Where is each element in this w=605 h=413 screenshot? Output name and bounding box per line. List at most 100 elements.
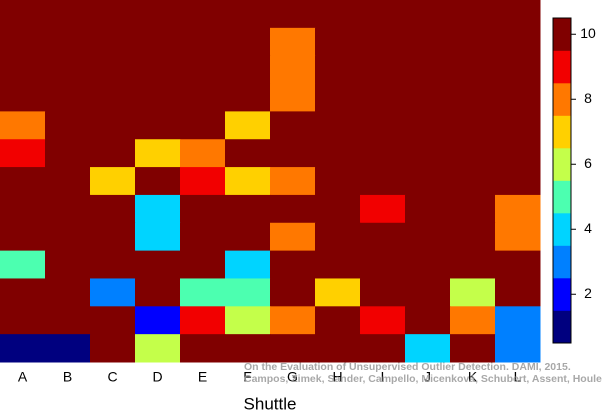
heatmap-cell	[360, 55, 406, 85]
heatmap-cell	[360, 167, 406, 196]
colorbar-swatch	[553, 148, 571, 181]
heatmap-cell	[225, 306, 271, 335]
heatmap-cell	[0, 194, 46, 224]
heatmap-cell	[225, 0, 271, 29]
heatmap-cell	[270, 167, 316, 196]
colorbar-swatch	[553, 245, 571, 279]
heatmap-cell	[45, 0, 91, 29]
heatmap-cell	[270, 55, 316, 85]
heatmap-cell	[135, 222, 181, 252]
heatmap-cell	[0, 55, 46, 85]
heatmap-cell	[90, 139, 136, 168]
heatmap-cell	[270, 111, 316, 140]
heatmap-cell	[0, 83, 46, 112]
heatmap-cell	[225, 278, 271, 307]
heatmap-cell	[180, 167, 226, 196]
heatmap-cell	[180, 278, 226, 307]
heatmap-cell	[360, 27, 406, 57]
heatmap-cell	[495, 111, 541, 140]
colorbar-swatch	[553, 278, 571, 311]
heatmap-cell	[405, 167, 451, 196]
x-tick-label: E	[198, 369, 207, 385]
heatmap-cell	[225, 194, 271, 224]
heatmap-cell	[180, 306, 226, 335]
colorbar-swatch	[553, 115, 571, 149]
heatmap-cell	[270, 278, 316, 307]
heatmap-cell	[225, 167, 271, 196]
heatmap-cell	[180, 55, 226, 85]
heatmap-cell	[405, 27, 451, 57]
heatmap-cell	[45, 194, 91, 224]
colorbar-swatch	[553, 50, 571, 84]
heatmap-cell	[495, 55, 541, 85]
heatmap-cell	[495, 139, 541, 168]
x-tick-label: K	[468, 369, 478, 385]
heatmap-cell	[450, 222, 496, 252]
x-tick-label: A	[18, 369, 28, 385]
heatmap-cell	[90, 0, 136, 29]
colorbar-tick-label: 10	[580, 25, 596, 41]
heatmap-cell	[405, 334, 451, 363]
heatmap-cell	[0, 167, 46, 196]
heatmap-cell	[0, 222, 46, 252]
x-tick-label: B	[63, 369, 72, 385]
heatmap-cell	[90, 27, 136, 57]
heatmap-cell	[0, 334, 46, 363]
heatmap-cell	[270, 83, 316, 112]
heatmap-cell	[405, 111, 451, 140]
x-tick-label: I	[381, 369, 385, 385]
heatmap-cell	[405, 250, 451, 279]
heatmap-cell	[315, 167, 361, 196]
heatmap-cell	[405, 194, 451, 224]
heatmap-cell	[90, 334, 136, 363]
heatmap-cell	[90, 83, 136, 112]
heatmap-cell	[90, 278, 136, 307]
heatmap-cell	[90, 222, 136, 252]
heatmap-cell	[45, 55, 91, 85]
heatmap-cell	[135, 111, 181, 140]
heatmap-cell	[45, 27, 91, 57]
heatmap-cell	[180, 250, 226, 279]
heatmap-cell	[315, 250, 361, 279]
heatmap-cell	[135, 306, 181, 335]
colorbar-swatch	[553, 180, 571, 214]
heatmap-cell	[135, 278, 181, 307]
x-tick-label: D	[152, 369, 162, 385]
heatmap-cell	[225, 222, 271, 252]
heatmap-cell	[405, 0, 451, 29]
heatmap-cell	[225, 27, 271, 57]
heatmap-cell	[360, 222, 406, 252]
heatmap-cell	[45, 250, 91, 279]
x-tick-label: C	[107, 369, 117, 385]
heatmap-cell	[135, 55, 181, 85]
heatmap-cell	[225, 250, 271, 279]
heatmap-cell	[225, 83, 271, 112]
heatmap-cell	[405, 139, 451, 168]
heatmap-cell	[315, 222, 361, 252]
heatmap-cell	[315, 111, 361, 140]
heatmap-cell	[495, 167, 541, 196]
heatmap-cell	[90, 250, 136, 279]
heatmap-cell	[270, 0, 316, 29]
heatmap-cell	[450, 55, 496, 85]
heatmap-cell	[315, 139, 361, 168]
heatmap-cell	[90, 194, 136, 224]
heatmap-cell	[495, 27, 541, 57]
heatmap-cell	[270, 27, 316, 57]
x-tick-label: J	[424, 369, 431, 385]
heatmap-cell	[270, 306, 316, 335]
heatmap-cell	[495, 334, 541, 363]
heatmap-cell	[270, 139, 316, 168]
heatmap-cell	[495, 83, 541, 112]
heatmap-cell	[450, 194, 496, 224]
heatmap-cell	[405, 55, 451, 85]
heatmap-cell	[0, 139, 46, 168]
annotation: On the Evaluation of Unsupervised Outlie…	[244, 361, 571, 373]
heatmap-cell	[135, 27, 181, 57]
heatmap-cell	[180, 111, 226, 140]
heatmap-cell	[0, 27, 46, 57]
colorbar-swatch	[553, 213, 571, 246]
heatmap-cell	[0, 111, 46, 140]
heatmap-cell	[315, 83, 361, 112]
heatmap-cell	[315, 0, 361, 29]
